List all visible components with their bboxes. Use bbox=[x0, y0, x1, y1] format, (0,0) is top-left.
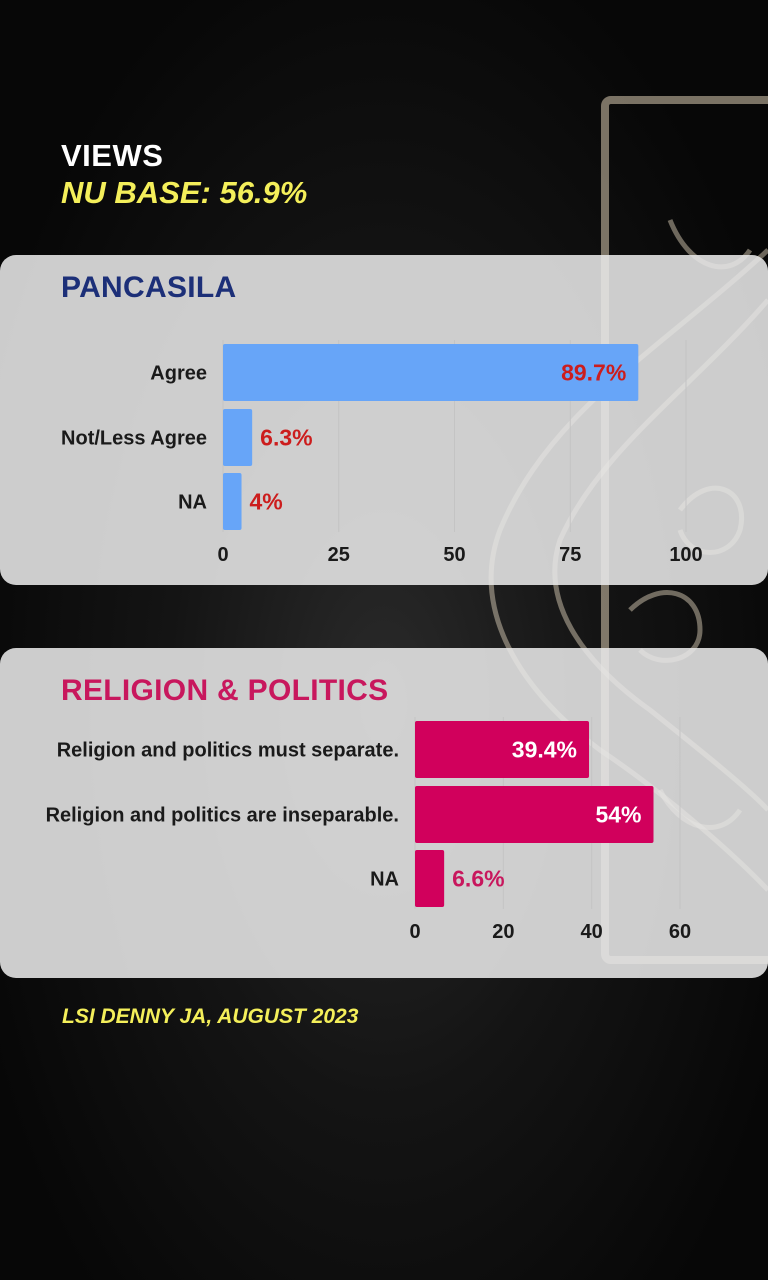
data-label: 89.7% bbox=[561, 360, 626, 386]
header: VIEWS NU BASE: 56.9% bbox=[61, 138, 307, 212]
x-tick-label: 75 bbox=[559, 544, 581, 566]
bar bbox=[223, 473, 242, 530]
page-title: VIEWS bbox=[61, 138, 164, 173]
x-tick-label: 60 bbox=[669, 921, 691, 943]
x-tick-label: 0 bbox=[409, 921, 420, 943]
bar bbox=[415, 786, 654, 843]
data-label: 4% bbox=[250, 489, 283, 515]
pancasila-panel: PANCASILA bbox=[0, 255, 768, 585]
category-label: Religion and politics must separate. bbox=[57, 740, 399, 762]
source-credit: LSI DENNY JA, AUGUST 2023 bbox=[62, 1005, 359, 1028]
x-tick-label: 50 bbox=[443, 544, 465, 566]
bar bbox=[415, 850, 445, 907]
data-label: 6.6% bbox=[452, 866, 504, 892]
data-label: 6.3% bbox=[260, 425, 312, 451]
bar bbox=[223, 344, 639, 401]
category-label: Agree bbox=[150, 363, 207, 385]
category-label: NA bbox=[370, 869, 399, 891]
bar bbox=[415, 721, 590, 778]
category-label: NA bbox=[178, 492, 207, 514]
x-tick-label: 25 bbox=[328, 544, 350, 566]
bar bbox=[223, 409, 253, 466]
category-label: Not/Less Agree bbox=[61, 428, 207, 450]
x-tick-label: 0 bbox=[217, 544, 228, 566]
chart-title: PANCASILA bbox=[61, 271, 237, 304]
x-tick-label: 20 bbox=[492, 921, 514, 943]
page-subtitle: NU BASE: 56.9% bbox=[61, 175, 308, 210]
x-tick-label: 40 bbox=[581, 921, 603, 943]
chart-title: RELIGION & POLITICS bbox=[61, 674, 389, 707]
data-label: 39.4% bbox=[512, 737, 577, 763]
data-label: 54% bbox=[595, 802, 641, 828]
category-label: Religion and politics are inseparable. bbox=[46, 805, 399, 827]
x-tick-label: 100 bbox=[669, 544, 702, 566]
